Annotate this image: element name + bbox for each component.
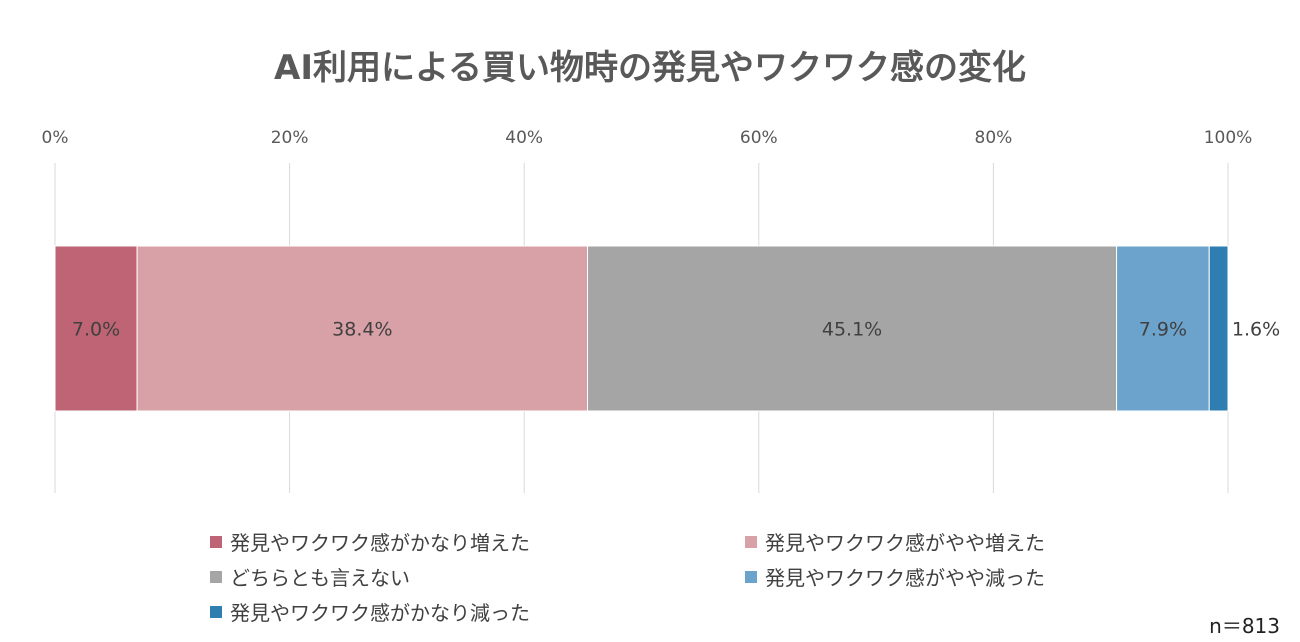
bar-segment bbox=[136, 245, 589, 412]
x-tick-label: 20% bbox=[271, 128, 309, 148]
x-tick-label: 40% bbox=[505, 128, 543, 148]
legend-swatch bbox=[745, 535, 757, 548]
legend-label: 発見やワクワク感がやや減った bbox=[765, 566, 1045, 590]
legend-label: 発見やワクワク感がかなり増えた bbox=[230, 531, 530, 555]
data-label: 1.6% bbox=[1232, 319, 1280, 341]
legend-swatch bbox=[210, 570, 222, 583]
bar-segment bbox=[1208, 245, 1229, 412]
data-label: 7.0% bbox=[72, 319, 120, 341]
bar-segment bbox=[1116, 245, 1210, 412]
legend-swatch bbox=[745, 570, 757, 583]
legend-item: どちらとも言えない bbox=[210, 562, 410, 591]
x-tick-labels: 0% 20% 40% 60% 80% 100% bbox=[42, 128, 1253, 148]
legend-label: 発見やワクワク感がかなり減った bbox=[230, 601, 530, 625]
legend-item: 発見やワクワク感がかなり減った bbox=[210, 597, 530, 626]
x-tick-label: 100% bbox=[1204, 128, 1253, 148]
legend-label: 発見やワクワク感がやや増えた bbox=[765, 531, 1045, 555]
bar-segment bbox=[587, 245, 1118, 412]
x-tick-label: 60% bbox=[740, 128, 778, 148]
legend-item: 発見やワクワク感がやや増えた bbox=[745, 527, 1045, 556]
data-label: 45.1% bbox=[822, 319, 882, 341]
legend-item: 発見やワクワク感がやや減った bbox=[745, 562, 1045, 591]
bar-segments bbox=[54, 245, 1229, 412]
chart-title: AI利用による買い物時の発見やワクワク感の変化 bbox=[274, 48, 1026, 88]
legend-swatch bbox=[210, 535, 222, 548]
data-label: 7.9% bbox=[1139, 319, 1187, 341]
data-labels: 7.0% 38.4% 45.1% 7.9% 1.6% bbox=[72, 319, 1280, 341]
sample-size-annotation: n＝813 bbox=[1209, 614, 1280, 638]
legend-item: 発見やワクワク感がかなり増えた bbox=[210, 527, 530, 556]
x-tick-label: 80% bbox=[975, 128, 1013, 148]
legend-label: どちらとも言えない bbox=[230, 566, 410, 590]
data-label: 38.4% bbox=[332, 319, 392, 341]
x-tick-label: 0% bbox=[42, 128, 69, 148]
legend-swatch bbox=[210, 605, 222, 618]
